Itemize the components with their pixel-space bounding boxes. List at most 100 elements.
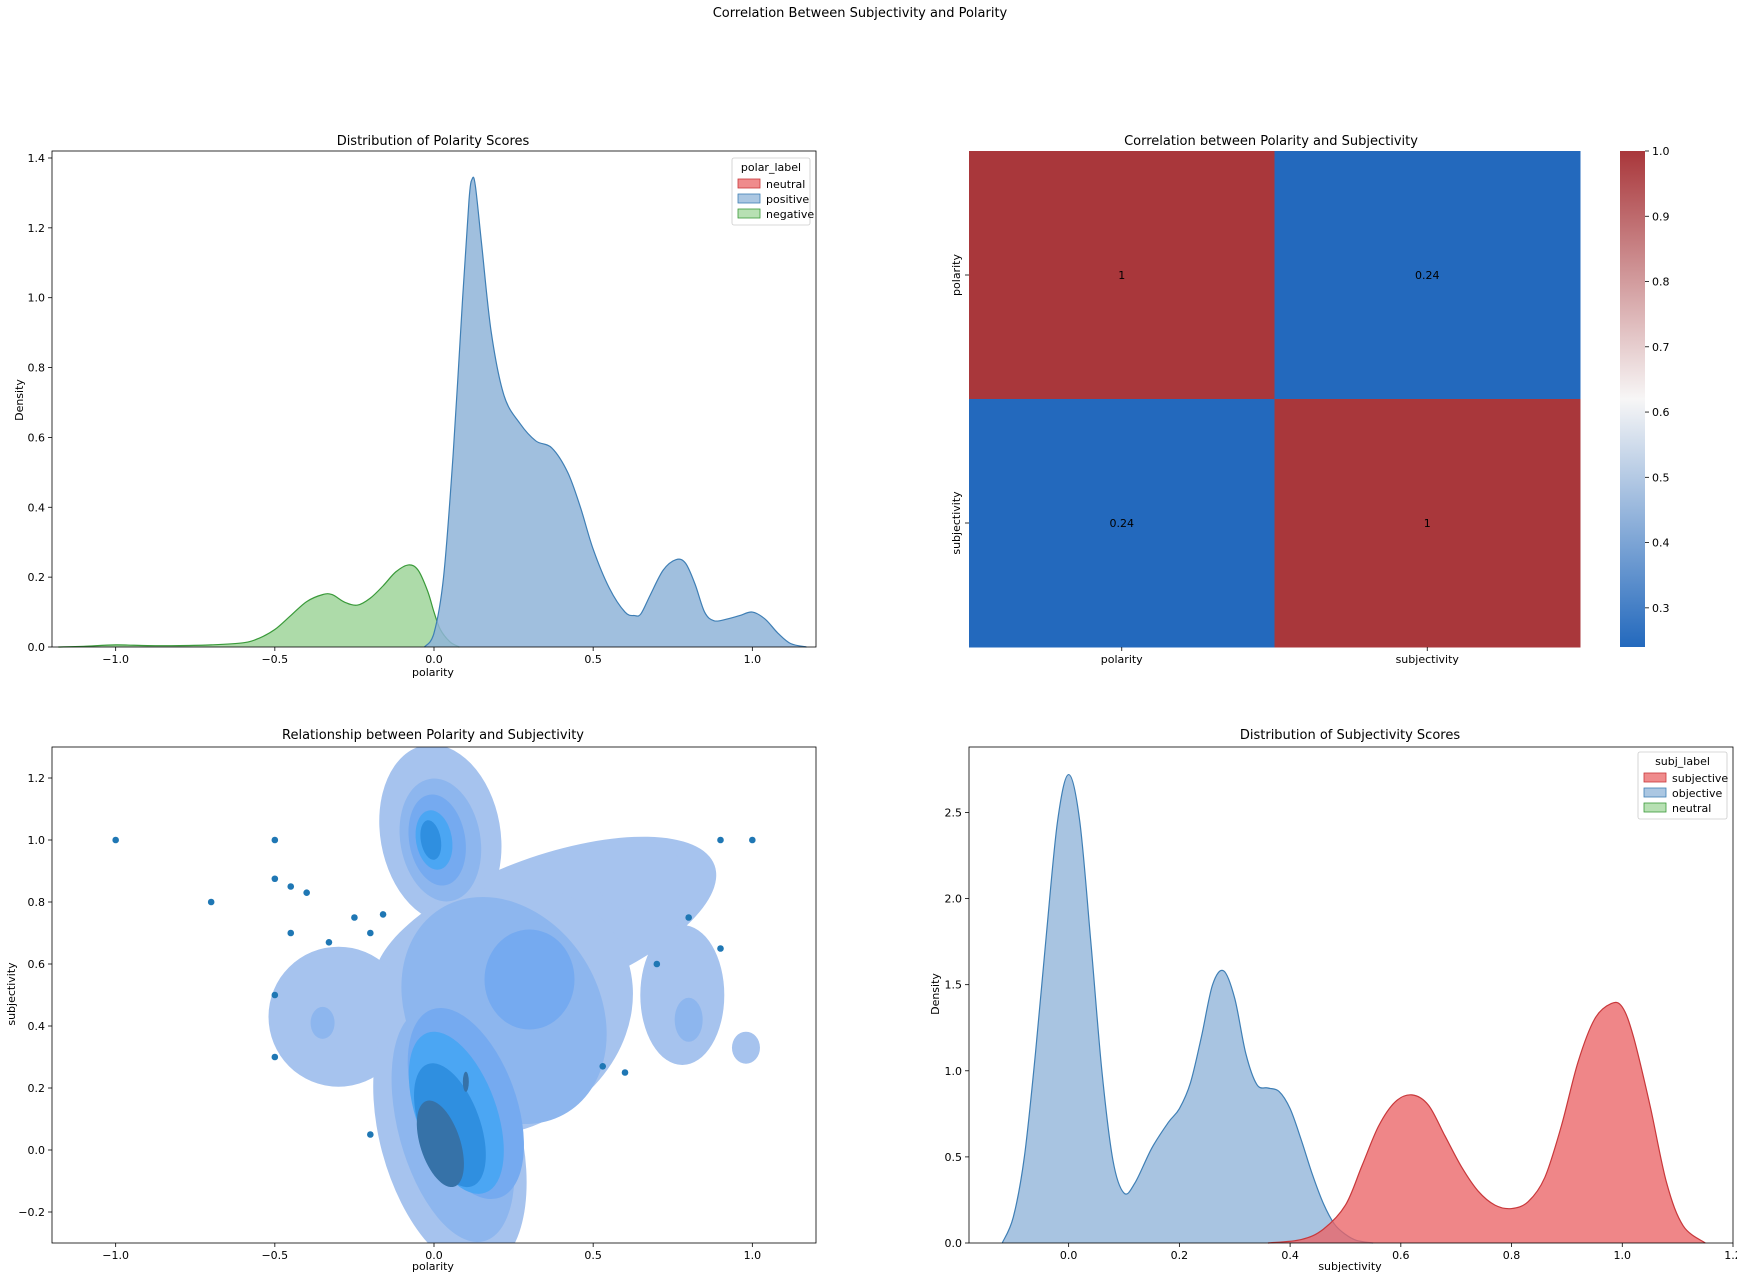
heatmap-ytick-label: subjectivity (950, 491, 963, 555)
polarity-density-ytick-label: 1.0 (28, 292, 46, 305)
scatter-point (717, 945, 724, 952)
scatter-point (325, 939, 333, 946)
colorbar-tick-label: 0.4 (1652, 537, 1670, 550)
kde-level-1 (731, 1031, 760, 1064)
polarity-density-xtick-label: 0.0 (425, 653, 443, 666)
kde-level-1 (595, 842, 686, 913)
subjectivity-density-axes-frame (968, 746, 1734, 1244)
subjectivity-density-xlabel: subjectivity (1318, 1260, 1382, 1273)
subjectivity-density-ytick-label: 1.0 (945, 1065, 963, 1078)
scatter-point (287, 883, 295, 890)
polarity-density-ylabel: Density (13, 379, 26, 421)
heatmap-cell-polarity-subjectivity (1274, 151, 1581, 400)
heatmap-xtick-label: polarity (1101, 653, 1143, 666)
kde-level-6 (416, 1100, 464, 1188)
polarity-density-legend-swatch-negative (737, 208, 761, 219)
polarity-density-legend-swatch-positive (737, 193, 761, 204)
scatter-title: Relationship between Polarity and Subjec… (282, 728, 584, 743)
subjectivity-density-panel: Distribution of Subjectivity Scores subj… (929, 728, 1737, 1273)
polarity-density-ytick-label: 0.2 (28, 571, 46, 584)
polarity-density-legend-label-negative: negative (766, 208, 814, 221)
subjectivity-density-legend-swatch-neutral (1643, 802, 1667, 813)
kde-area-subjective (1267, 1002, 1706, 1243)
heatmap-cell-polarity-polarity (969, 151, 1275, 400)
scatter-point (599, 1063, 607, 1070)
subjectivity-density-ytick-label: 0.0 (945, 1237, 963, 1250)
subjectivity-density-legend-label-subjective: subjective (1672, 772, 1728, 785)
polarity-density-ytick-label: 0.6 (28, 431, 46, 444)
colorbar-tick-label: 0.5 (1652, 471, 1670, 484)
colorbar-tick-label: 0.7 (1652, 341, 1670, 354)
scatter-point (621, 1069, 629, 1076)
polarity-density-xlabel: polarity (412, 666, 454, 679)
subjectivity-density-ytick-label: 0.5 (945, 1151, 963, 1164)
heatmap-title: Correlation between Polarity and Subject… (1124, 134, 1418, 149)
scatter-point (287, 929, 295, 937)
kde-line-positive (423, 176, 807, 648)
kde-contours (268, 747, 760, 1243)
subjectivity-density-xtick-label: 0.8 (1503, 1249, 1521, 1262)
subjectivity-density-legend-label-neutral: neutral (1672, 802, 1711, 815)
correlation-heatmap-panel: Correlation between Polarity and Subject… (950, 134, 1670, 666)
scatter-point (717, 836, 724, 844)
scatter-point (653, 960, 661, 968)
kde-line-negative (58, 564, 460, 648)
kde-level-1 (640, 925, 725, 1065)
scatter-xtick-label: 1.0 (744, 1249, 762, 1262)
polarity-density-ytick-label: 0.0 (28, 641, 46, 654)
scatter-point (112, 836, 119, 844)
scatter-point (271, 991, 279, 999)
subjectivity-density-xtick-label: 1.2 (1724, 1249, 1737, 1262)
scatter-ytick-label: 1.0 (28, 834, 46, 847)
kde-level-2 (674, 997, 703, 1042)
scatter-point (749, 836, 756, 844)
subjectivity-density-legend-label-objective: objective (1672, 787, 1722, 800)
scatter-point (351, 914, 358, 921)
polarity-density-legend-label-neutral: neutral (766, 178, 805, 191)
scatter-xtick-label: −0.5 (261, 1249, 288, 1262)
scatter-point (271, 836, 279, 844)
polarity-density-legend-swatch-neutral (737, 178, 761, 189)
subjectivity-density-ytick-label: 2.0 (945, 893, 963, 906)
kde-level-6 (462, 1071, 469, 1092)
scatter-xtick-label: 0.0 (425, 1249, 443, 1262)
colorbar (1620, 151, 1645, 647)
colorbar-tick-label: 0.6 (1652, 406, 1670, 419)
scatter-ytick-label: 0.0 (28, 1144, 46, 1157)
kde-area-positive (424, 177, 807, 647)
polarity-density-xtick-label: −1.0 (102, 653, 129, 666)
polarity-density-ytick-label: 0.8 (28, 362, 46, 375)
subjectivity-density-xtick-label: 0.6 (1392, 1249, 1410, 1262)
heatmap-cell-value: 1 (1424, 517, 1431, 530)
subjectivity-density-ytick-label: 1.5 (945, 979, 963, 992)
subjectivity-density-title: Distribution of Subjectivity Scores (1240, 728, 1460, 743)
scatter-xlabel: polarity (412, 1260, 454, 1273)
kde-level-3 (484, 929, 575, 1030)
scatter-ytick-label: 0.4 (28, 1020, 46, 1033)
subjectivity-density-legend-swatch-objective (1643, 787, 1667, 798)
kde-level-1 (268, 946, 409, 1087)
subjectivity-density-ylabel: Density (929, 973, 942, 1015)
kde-area-objective (1002, 774, 1374, 1243)
colorbar-tick-label: 0.3 (1652, 602, 1670, 615)
kde-line-objective (1001, 773, 1374, 1244)
subjectivity-density-xtick-label: 0.4 (1281, 1249, 1299, 1262)
heatmap-xtick-label: subjectivity (1396, 653, 1460, 666)
subjectivity-density-xtick-label: 0.2 (1171, 1249, 1189, 1262)
polarity-density-xtick-label: 0.5 (584, 653, 602, 666)
heatmap-ytick-label: polarity (950, 254, 963, 296)
scatter-ytick-label: 1.2 (28, 772, 46, 785)
polarity-density-legend-label-positive: positive (766, 193, 809, 206)
scatter-point (379, 911, 387, 918)
polarity-density-xtick-label: −0.5 (261, 653, 288, 666)
scatter-ytick-label: 0.6 (28, 958, 46, 971)
subjectivity-density-legend-box (1637, 751, 1728, 820)
scatter-point (207, 898, 215, 906)
subjectivity-density-xtick-label: 1.0 (1614, 1249, 1632, 1262)
subjectivity-density-ytick-label: 2.5 (945, 806, 963, 819)
scatter-ytick-label: 0.8 (28, 896, 46, 909)
heatmap-cell-value: 0.24 (1415, 269, 1440, 282)
scatter-xtick-label: 0.5 (584, 1249, 602, 1262)
kde-line-subjective (1267, 1001, 1706, 1244)
scatter-ytick-label: −0.2 (18, 1206, 45, 1219)
